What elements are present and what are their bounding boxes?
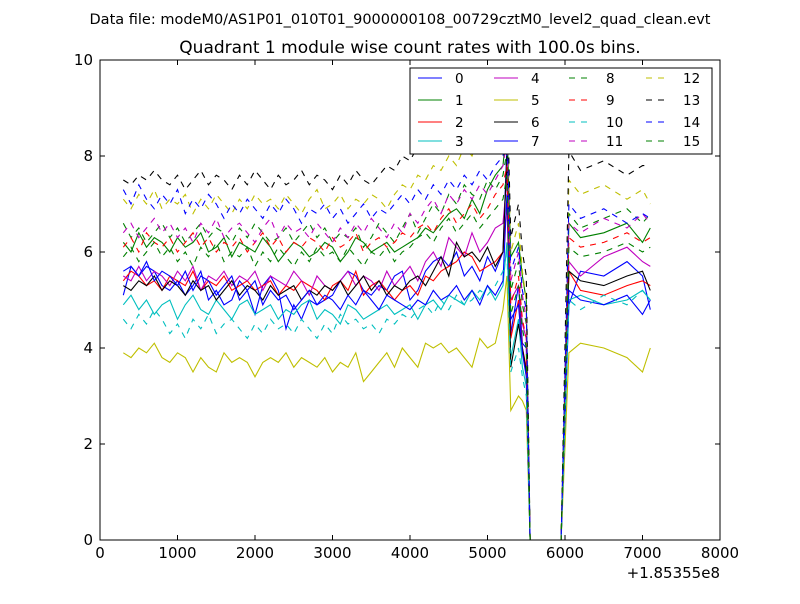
legend-label-14: 14 bbox=[683, 115, 700, 131]
x-axis-offset-label: +1.85355e8 bbox=[627, 564, 720, 582]
x-tick-label: 1000 bbox=[158, 544, 196, 562]
series-7-line bbox=[123, 194, 651, 540]
series-8-line bbox=[122, 151, 651, 540]
x-tick-label: 8000 bbox=[701, 544, 739, 562]
x-tick-label: 4000 bbox=[391, 544, 429, 562]
y-tick-label: 8 bbox=[83, 147, 93, 165]
plot-area: 0 1000 2000 3000 4000 5000 6000 7000 80000246810… bbox=[74, 51, 739, 582]
x-tick-label: 2000 bbox=[236, 544, 274, 562]
legend-label-3: 3 bbox=[455, 134, 464, 150]
legend-label-0: 0 bbox=[455, 71, 464, 87]
y-tick-label: 0 bbox=[83, 531, 93, 549]
x-tick-label: 7000 bbox=[623, 544, 661, 562]
series-2-line bbox=[122, 203, 651, 540]
x-tick-label: 6000 bbox=[546, 544, 584, 562]
y-tick-label: 10 bbox=[74, 51, 93, 69]
legend-label-10: 10 bbox=[606, 115, 623, 131]
series-12-line bbox=[122, 88, 651, 540]
legend-label-7: 7 bbox=[531, 134, 540, 150]
legend-label-1: 1 bbox=[455, 93, 464, 109]
series-3-line bbox=[122, 242, 651, 540]
y-tick-label: 6 bbox=[83, 243, 93, 261]
legend-label-13: 13 bbox=[683, 93, 700, 109]
x-tick-label: 0 bbox=[95, 544, 105, 562]
x-tick-label: 5000 bbox=[468, 544, 506, 562]
legend-label-8: 8 bbox=[606, 71, 615, 87]
series-10-line bbox=[122, 251, 651, 540]
chart-title: Quadrant 1 module wise count rates with … bbox=[179, 38, 640, 58]
series-9-line bbox=[122, 165, 651, 540]
series-14-line bbox=[122, 127, 651, 540]
legend-box bbox=[409, 67, 713, 155]
series-5-line bbox=[123, 275, 651, 540]
series-15-line bbox=[122, 175, 651, 540]
series-6-line bbox=[123, 155, 651, 540]
legend-label-15: 15 bbox=[683, 134, 700, 150]
legend-label-2: 2 bbox=[455, 115, 464, 131]
y-tick-label: 2 bbox=[83, 435, 93, 453]
legend-label-6: 6 bbox=[531, 115, 540, 131]
legend-label-4: 4 bbox=[531, 71, 540, 87]
data-file-title: Data file: modeM0/AS1P01_010T01_90000001… bbox=[90, 12, 711, 28]
legend-label-9: 9 bbox=[606, 93, 615, 109]
series-group bbox=[122, 77, 651, 540]
legend-label-11: 11 bbox=[606, 134, 623, 150]
legend-label-5: 5 bbox=[531, 93, 540, 109]
y-tick-label: 4 bbox=[83, 339, 93, 357]
series-1-line bbox=[122, 122, 651, 540]
series-13-line bbox=[123, 77, 651, 540]
legend-label-12: 12 bbox=[683, 71, 700, 87]
x-tick-label: 3000 bbox=[313, 544, 351, 562]
